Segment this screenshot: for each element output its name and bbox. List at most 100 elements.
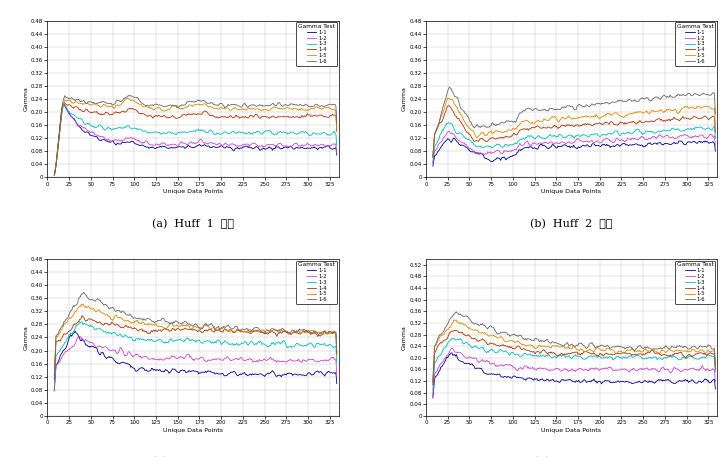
1-5 <box>610 350 619 355</box>
1-2 <box>262 358 271 363</box>
1-3 <box>610 356 619 361</box>
1-1 <box>232 145 240 151</box>
1-6 <box>711 362 720 368</box>
1-3 <box>189 128 198 133</box>
1-4 <box>610 122 619 128</box>
1-4 <box>448 328 456 334</box>
1-4 <box>50 377 59 382</box>
1-2 <box>50 388 59 394</box>
1-4 <box>78 313 87 318</box>
1-4 <box>711 366 720 372</box>
1-6 <box>232 102 240 107</box>
1-2 <box>637 133 646 139</box>
1-4 <box>189 111 198 117</box>
Line: 1-2: 1-2 <box>55 104 337 175</box>
1-2 <box>262 142 271 148</box>
1-5 <box>476 330 485 335</box>
1-1 <box>429 164 438 169</box>
1-3 <box>444 120 453 125</box>
1-5 <box>711 364 720 370</box>
1-1 <box>641 144 649 149</box>
Line: 1-6: 1-6 <box>433 87 716 157</box>
1-2 <box>50 173 59 178</box>
1-5 <box>637 349 646 354</box>
Y-axis label: Gamma: Gamma <box>402 86 407 112</box>
1-2 <box>333 150 341 156</box>
1-6 <box>448 314 456 319</box>
1-1 <box>189 368 198 373</box>
1-5 <box>50 173 59 178</box>
1-6 <box>258 104 267 109</box>
1-1 <box>610 380 619 385</box>
1-1 <box>476 150 485 156</box>
1-3 <box>429 159 438 165</box>
1-2 <box>448 346 456 351</box>
1-5 <box>568 346 577 352</box>
1-6 <box>637 345 646 350</box>
1-3 <box>258 130 267 136</box>
1-6 <box>637 96 646 101</box>
1-5 <box>123 96 132 101</box>
1-4 <box>429 382 438 388</box>
1-4 <box>452 327 461 333</box>
Legend: 1-1, 1-2, 1-3, 1-4, 1-5, 1-6: 1-1, 1-2, 1-3, 1-4, 1-5, 1-6 <box>675 260 716 304</box>
1-5 <box>258 107 267 113</box>
1-6 <box>610 344 619 350</box>
1-3 <box>711 369 720 375</box>
1-1 <box>50 388 59 393</box>
1-4 <box>476 136 485 142</box>
1-5 <box>333 125 341 131</box>
1-6 <box>125 93 134 98</box>
1-6 <box>258 330 267 335</box>
1-6 <box>79 290 88 295</box>
1-1 <box>637 142 646 148</box>
1-1 <box>60 101 68 106</box>
1-5 <box>429 378 438 384</box>
1-1 <box>50 172 59 177</box>
1-5 <box>189 324 198 330</box>
1-1 <box>258 372 267 378</box>
1-2 <box>70 117 79 122</box>
Line: 1-1: 1-1 <box>433 353 716 398</box>
1-4 <box>641 119 649 125</box>
1-5 <box>69 101 78 106</box>
X-axis label: Unique Data Points: Unique Data Points <box>163 189 223 194</box>
1-6 <box>445 85 454 90</box>
1-5 <box>79 301 87 307</box>
1-3 <box>448 336 456 341</box>
1-5 <box>98 310 106 316</box>
Line: 1-3: 1-3 <box>55 322 337 387</box>
1-2 <box>232 356 240 361</box>
1-3 <box>262 128 271 134</box>
1-4 <box>50 172 59 178</box>
1-2 <box>429 160 438 166</box>
1-2 <box>568 366 577 372</box>
1-3 <box>333 143 341 149</box>
1-4 <box>70 104 79 110</box>
1-1 <box>637 380 646 385</box>
1-3 <box>637 130 646 136</box>
Line: 1-4: 1-4 <box>433 330 716 385</box>
1-1 <box>262 146 271 152</box>
1-2 <box>75 334 84 339</box>
1-1 <box>70 116 79 122</box>
1-2 <box>610 368 619 373</box>
1-5 <box>189 103 198 109</box>
Line: 1-3: 1-3 <box>433 338 716 390</box>
Line: 1-4: 1-4 <box>433 106 716 157</box>
1-2 <box>429 393 438 399</box>
1-5 <box>262 330 271 335</box>
Line: 1-2: 1-2 <box>433 132 716 163</box>
1-3 <box>641 131 649 136</box>
1-6 <box>429 154 438 160</box>
1-3 <box>232 131 240 136</box>
1-1 <box>447 350 456 356</box>
Line: 1-6: 1-6 <box>433 312 716 382</box>
1-4 <box>60 100 69 106</box>
1-4 <box>568 351 577 356</box>
1-5 <box>711 122 720 128</box>
1-6 <box>568 103 577 109</box>
1-1 <box>232 371 240 377</box>
1-6 <box>262 102 271 108</box>
1-4 <box>262 331 271 336</box>
